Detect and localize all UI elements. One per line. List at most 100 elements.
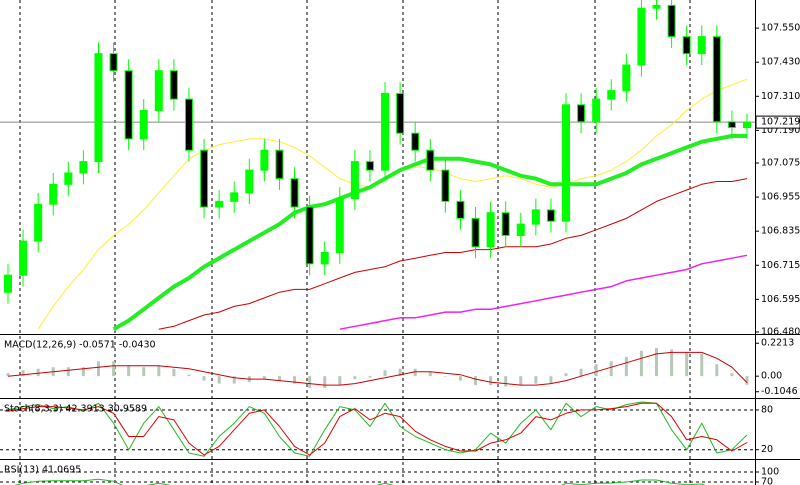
y-tick-label: 106.595 (761, 294, 800, 305)
macd-bar (202, 376, 206, 381)
panel-plot (6, 347, 749, 389)
macd-bar (127, 365, 131, 377)
candle-body (577, 104, 586, 123)
y-tick-label: 0.2213 (761, 338, 794, 349)
macd-bar (564, 373, 568, 377)
panel-plot (0, 0, 755, 331)
macd-bar (81, 367, 85, 377)
candle-body (471, 217, 480, 248)
indicator-line (7, 351, 748, 386)
candle-body (426, 149, 435, 171)
macd-bar (655, 347, 659, 377)
candle-body (49, 183, 58, 205)
candle-body (124, 70, 133, 140)
candle-body (290, 178, 299, 208)
indicator-line (339, 254, 748, 330)
y-tick-label: 106.480 (761, 327, 800, 338)
candle-body (396, 92, 405, 134)
macd-bar (745, 376, 749, 385)
y-tick-label: 70 (761, 477, 773, 485)
candle-body (607, 90, 616, 100)
macd-bar (685, 352, 689, 377)
price-label: 107.219 (761, 117, 800, 128)
y-tick-label: -0.1046 (761, 386, 798, 397)
indicator-line (14, 478, 706, 485)
macd-bar (338, 376, 342, 386)
time-grid (19, 0, 691, 485)
candle-body (230, 192, 239, 202)
indicator-line (7, 402, 748, 456)
macd-bar (700, 353, 704, 377)
macd-bar (232, 376, 236, 384)
candle-body (456, 200, 465, 219)
macd-bar (142, 367, 146, 377)
panel-plot (0, 401, 755, 457)
macd-bar (112, 361, 116, 377)
candle-body (667, 4, 676, 38)
macd-bar (21, 370, 25, 377)
macd-bar (474, 376, 478, 386)
macd-bar (368, 376, 372, 378)
macd-bar (609, 361, 613, 377)
macd-bar (519, 376, 523, 386)
candle-body (486, 212, 495, 248)
macd-bar (187, 374, 191, 377)
macd-bar (428, 371, 432, 377)
macd-bar (534, 376, 538, 384)
candle-body (275, 149, 284, 180)
indicator-line (7, 401, 748, 457)
candle-body (260, 149, 269, 171)
macd-bar (413, 368, 417, 377)
candle-body (79, 161, 88, 174)
candle-body (320, 251, 329, 265)
macd-bar (66, 367, 70, 377)
candle-body (592, 98, 601, 123)
indicator-title: MACD(12,26,9) -0.0571 -0.0430 (4, 340, 156, 351)
macd-bar (293, 376, 297, 384)
macd-bar (504, 376, 508, 387)
candle-body (200, 149, 209, 208)
candle-body (154, 70, 163, 111)
candle-body (34, 203, 43, 242)
y-tick-label: 106.715 (761, 260, 800, 271)
macd-bar (730, 373, 734, 377)
price-label-box (755, 115, 800, 129)
candle-body (441, 169, 450, 202)
y-tick-label: 107.190 (761, 125, 800, 136)
candle-body (622, 64, 631, 92)
macd-bar (579, 368, 583, 377)
y-tick-label: 106.955 (761, 192, 800, 203)
macd-bar (458, 376, 462, 381)
macd-bar (624, 356, 628, 377)
candle-body (139, 109, 148, 140)
candle-body (109, 53, 118, 72)
candle-body (637, 7, 646, 66)
indicator-line (158, 178, 748, 330)
macd-bar (172, 368, 176, 377)
macd-bar (353, 376, 357, 380)
y-tick-label: 20 (761, 444, 773, 455)
candle-body (335, 198, 344, 253)
indicator-title: Stoch(8,3,3) 42.3913 30.9589 (4, 404, 147, 415)
panel-plot (0, 471, 755, 485)
candle-body (184, 98, 193, 151)
candle-body (365, 161, 374, 171)
candle-body (350, 161, 359, 200)
y-tick-label: 106.835 (761, 226, 800, 237)
macd-bar (639, 350, 643, 377)
candle-body (682, 36, 691, 55)
macd-bar (308, 376, 312, 389)
candle-body (19, 240, 28, 276)
macd-bar (549, 376, 553, 384)
candle-body (94, 53, 103, 163)
y-tick-label: 0.00 (761, 371, 782, 382)
macd-bar (36, 368, 40, 377)
macd-bar (157, 365, 161, 377)
candle-body (712, 36, 721, 123)
macd-bar (715, 364, 719, 377)
y-tick-label: 107.310 (761, 91, 800, 102)
candle-body (546, 209, 555, 222)
